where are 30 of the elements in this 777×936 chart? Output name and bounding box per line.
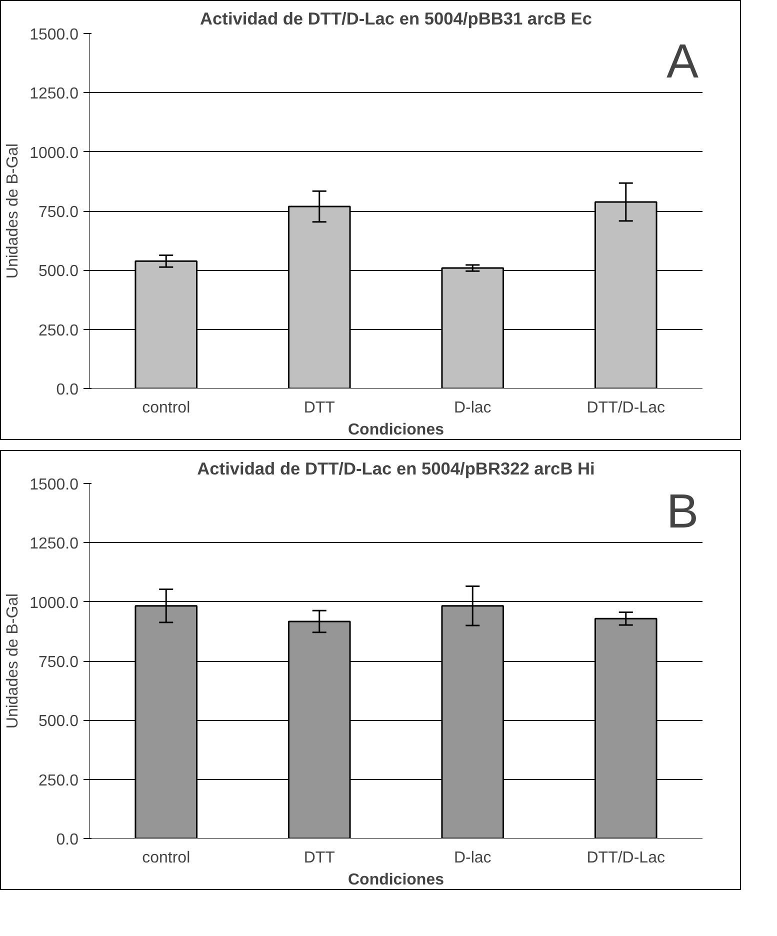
y-tick-label: 500.0 [38, 263, 79, 280]
y-tick-label: 1500.0 [30, 476, 79, 494]
chart-title: Actividad de DTT/D-Lac en 5004/pBB31 arcB Ec [200, 8, 592, 28]
x-tick-label: D-lac [454, 850, 492, 866]
y-tick-label: 1500.0 [30, 26, 79, 44]
annotation: B [666, 486, 698, 538]
y-tick-label: 750.0 [38, 204, 79, 221]
chart-title: Actividad de DTT/D-Lac en 5004/pBR322 arcB Hi [197, 458, 595, 478]
y-tick-label: 250.0 [38, 772, 79, 790]
x-tick-label: DTT/D-Lac [586, 850, 665, 866]
y-axis-title: Unidades de B-Gal [4, 143, 22, 279]
y-tick-label: 750.0 [38, 654, 79, 671]
y-tick-label: 1250.0 [30, 86, 79, 103]
annotation: A [666, 36, 698, 88]
x-axis-title: Condiciones [348, 872, 444, 888]
y-axis-title: Unidades de B-Gal [4, 593, 22, 729]
x-tick-label: D-lac [454, 400, 492, 416]
y-tick-label: 0.0 [56, 382, 79, 398]
y-tick-label: 1250.0 [30, 536, 79, 553]
y-tick-label: 250.0 [38, 322, 79, 340]
y-tick-label: 1000.0 [30, 144, 79, 162]
x-tick-label: control [142, 400, 190, 416]
x-tick-label: DTT [304, 850, 336, 866]
x-axis-title: Condiciones [348, 422, 444, 438]
y-tick-label: 500.0 [38, 713, 79, 730]
x-tick-label: DTT [304, 400, 336, 416]
y-tick-label: 0.0 [56, 832, 79, 848]
y-tick-label: 1000.0 [30, 594, 79, 612]
x-tick-label: DTT/D-Lac [586, 400, 665, 416]
x-tick-label: control [142, 850, 190, 866]
